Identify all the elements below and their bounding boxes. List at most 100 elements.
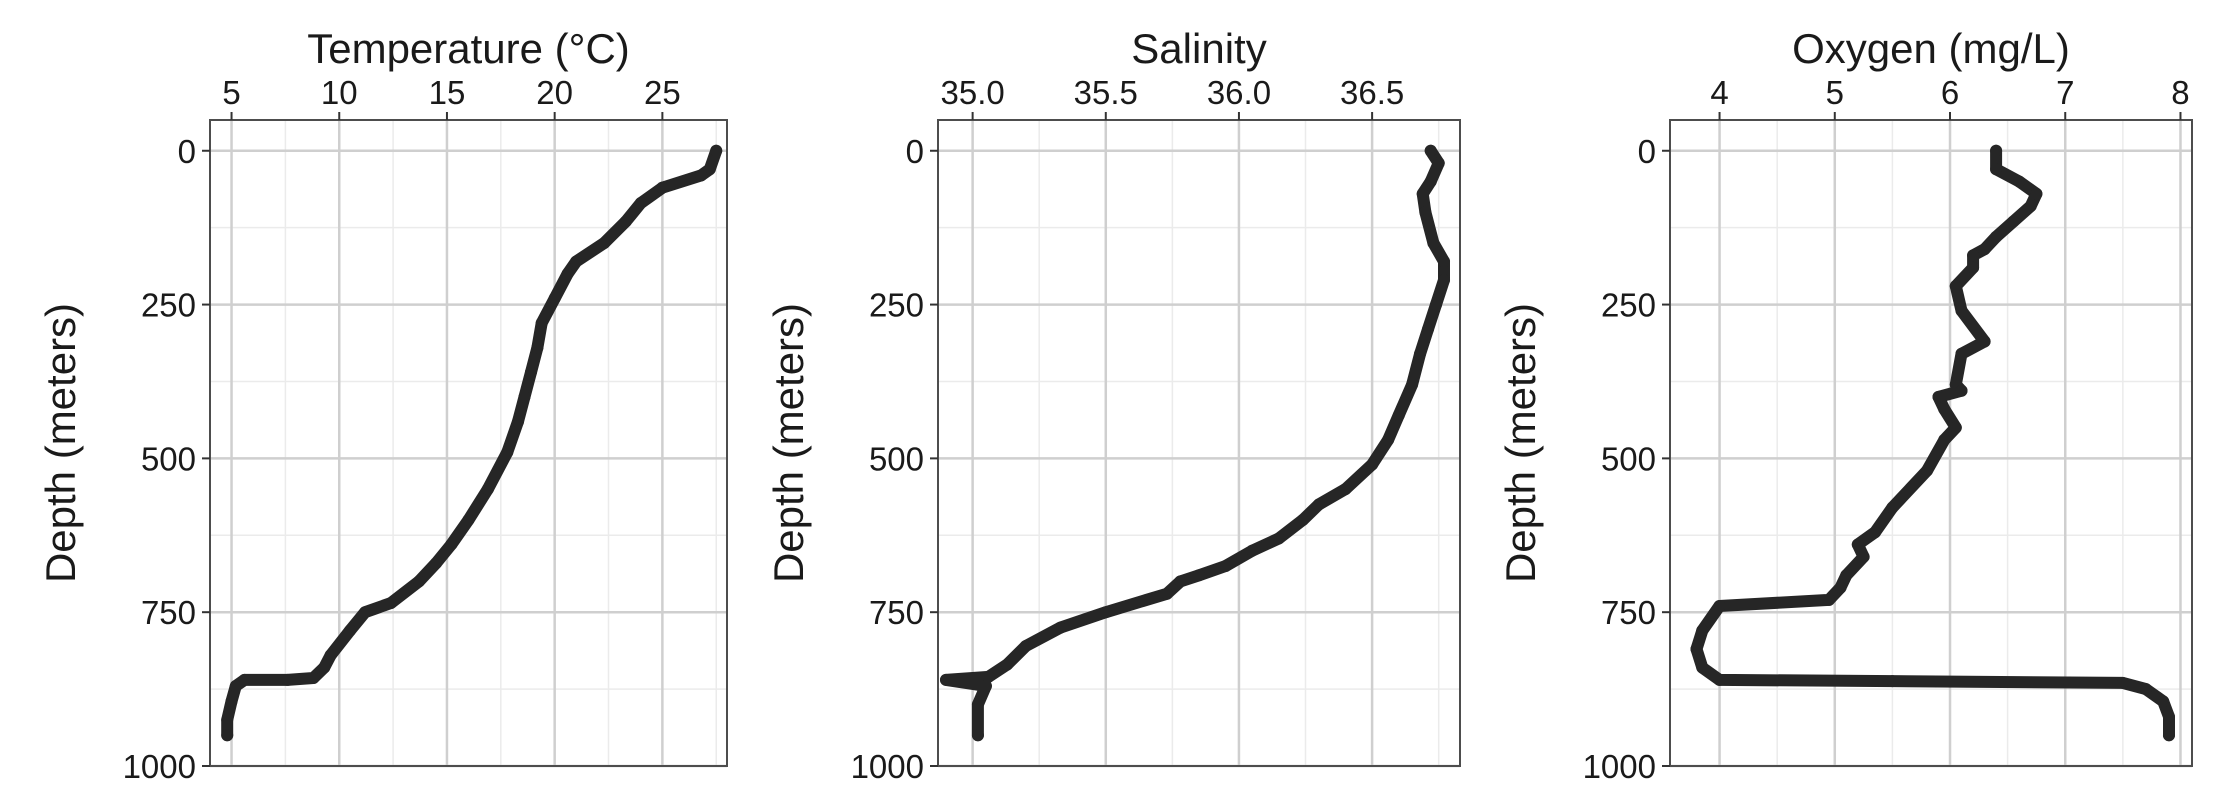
x-tick-label: 35.5 (1074, 74, 1138, 111)
data-point (2007, 215, 2020, 228)
data-point (1296, 513, 1309, 526)
data-point (481, 483, 494, 496)
data-point (971, 698, 984, 711)
data-point (1406, 378, 1419, 391)
panel-3: 4 5 6 7 8 0 250 500 750 1000 Oxygen (mg/L) Depth (m… (1497, 25, 2193, 785)
x-tick-label: 15 (429, 74, 466, 111)
x-tick-label: 7 (2056, 74, 2074, 111)
data-point (1422, 323, 1435, 336)
data-point (1419, 206, 1432, 219)
data-point (1938, 403, 1951, 416)
data-point (1990, 163, 2003, 176)
y-tick-label: 0 (178, 133, 196, 170)
data-point (2162, 729, 2175, 742)
data-point (535, 317, 548, 330)
panel-border (1669, 119, 2193, 767)
y-tick-label: 250 (141, 287, 196, 324)
x-tick-label: 5 (222, 74, 240, 111)
data-point (1840, 569, 1853, 582)
y-tick-label: 0 (906, 133, 924, 170)
data-point (570, 255, 583, 268)
data-point (1246, 544, 1259, 557)
data-point (445, 538, 458, 551)
y-tick-label: 250 (869, 287, 924, 324)
data-point (1424, 144, 1437, 157)
data-point (1990, 144, 2003, 157)
data-point (971, 729, 984, 742)
data-point (1001, 658, 1014, 671)
data-point (229, 680, 242, 693)
x-tick-label: 5 (1826, 74, 1844, 111)
data-point (1886, 501, 1899, 514)
x-tick-label: 6 (1941, 74, 1959, 111)
data-point (1978, 243, 1991, 256)
y-axis-title: Depth (meters) (1497, 303, 1544, 583)
plot-area (1670, 120, 2192, 766)
data-point (1955, 347, 1968, 360)
data-point (2139, 683, 2152, 696)
data-point (281, 673, 294, 686)
data-point (225, 695, 238, 708)
data-point (1990, 230, 2003, 243)
x-axis-title: Temperature (°C) (307, 25, 630, 72)
data-point (238, 673, 251, 686)
panel-border (209, 119, 728, 767)
plot-area (210, 120, 727, 766)
data-point (1339, 483, 1352, 496)
data-point (1438, 255, 1451, 268)
data-point (2030, 187, 2043, 200)
data-point (384, 596, 397, 609)
data-point (1392, 409, 1405, 422)
data-point (1949, 421, 1962, 434)
data-point (221, 713, 234, 726)
data-point (634, 197, 647, 210)
data-point (1219, 560, 1232, 573)
y-tick-label: 0 (1638, 133, 1656, 170)
panel-border (937, 119, 1461, 767)
y-axis-title: Depth (meters) (37, 303, 84, 583)
data-point (1430, 298, 1443, 311)
data-point (1312, 498, 1325, 511)
data-point (1851, 538, 1864, 551)
data-point (1713, 600, 1726, 613)
data-point (619, 215, 632, 228)
data-point (1427, 237, 1440, 250)
y-axis-title: Depth (meters) (765, 303, 812, 583)
panel-2: 35.0 35.5 36.0 36.5 0 250 500 750 1000 Salinity De… (765, 25, 1461, 785)
data-point (359, 606, 372, 619)
data-point (430, 556, 443, 569)
x-tick-label: 8 (2171, 74, 2189, 111)
data-point (1366, 458, 1379, 471)
data-point (512, 415, 525, 428)
data-point (501, 446, 514, 459)
data-point (1886, 675, 1899, 688)
data-point (1161, 587, 1174, 600)
y-tick-label: 1000 (1583, 748, 1656, 785)
data-point (2157, 695, 2170, 708)
data-point (1949, 280, 1962, 293)
data-point (598, 237, 611, 250)
data-point (710, 144, 723, 157)
data-point (1967, 249, 1980, 262)
data-point (1174, 575, 1187, 588)
data-point (1416, 187, 1429, 200)
y-tick-label: 750 (1601, 594, 1656, 631)
data-point (703, 163, 716, 176)
x-tick-label: 36.5 (1340, 74, 1404, 111)
data-point (1932, 390, 1945, 403)
data-point (1857, 550, 1870, 563)
data-point (524, 366, 537, 379)
data-point (1696, 661, 1709, 674)
x-axis-title: Oxygen (mg/L) (1792, 25, 2070, 72)
data-point (344, 624, 357, 637)
data-point (979, 680, 992, 693)
y-tick-label: 1000 (851, 748, 924, 785)
y-tick-label: 500 (141, 440, 196, 477)
data-point (1938, 433, 1951, 446)
y-tick-label: 500 (869, 440, 924, 477)
y-tick-label: 750 (869, 594, 924, 631)
data-point (1272, 532, 1285, 545)
data-point (939, 673, 952, 686)
